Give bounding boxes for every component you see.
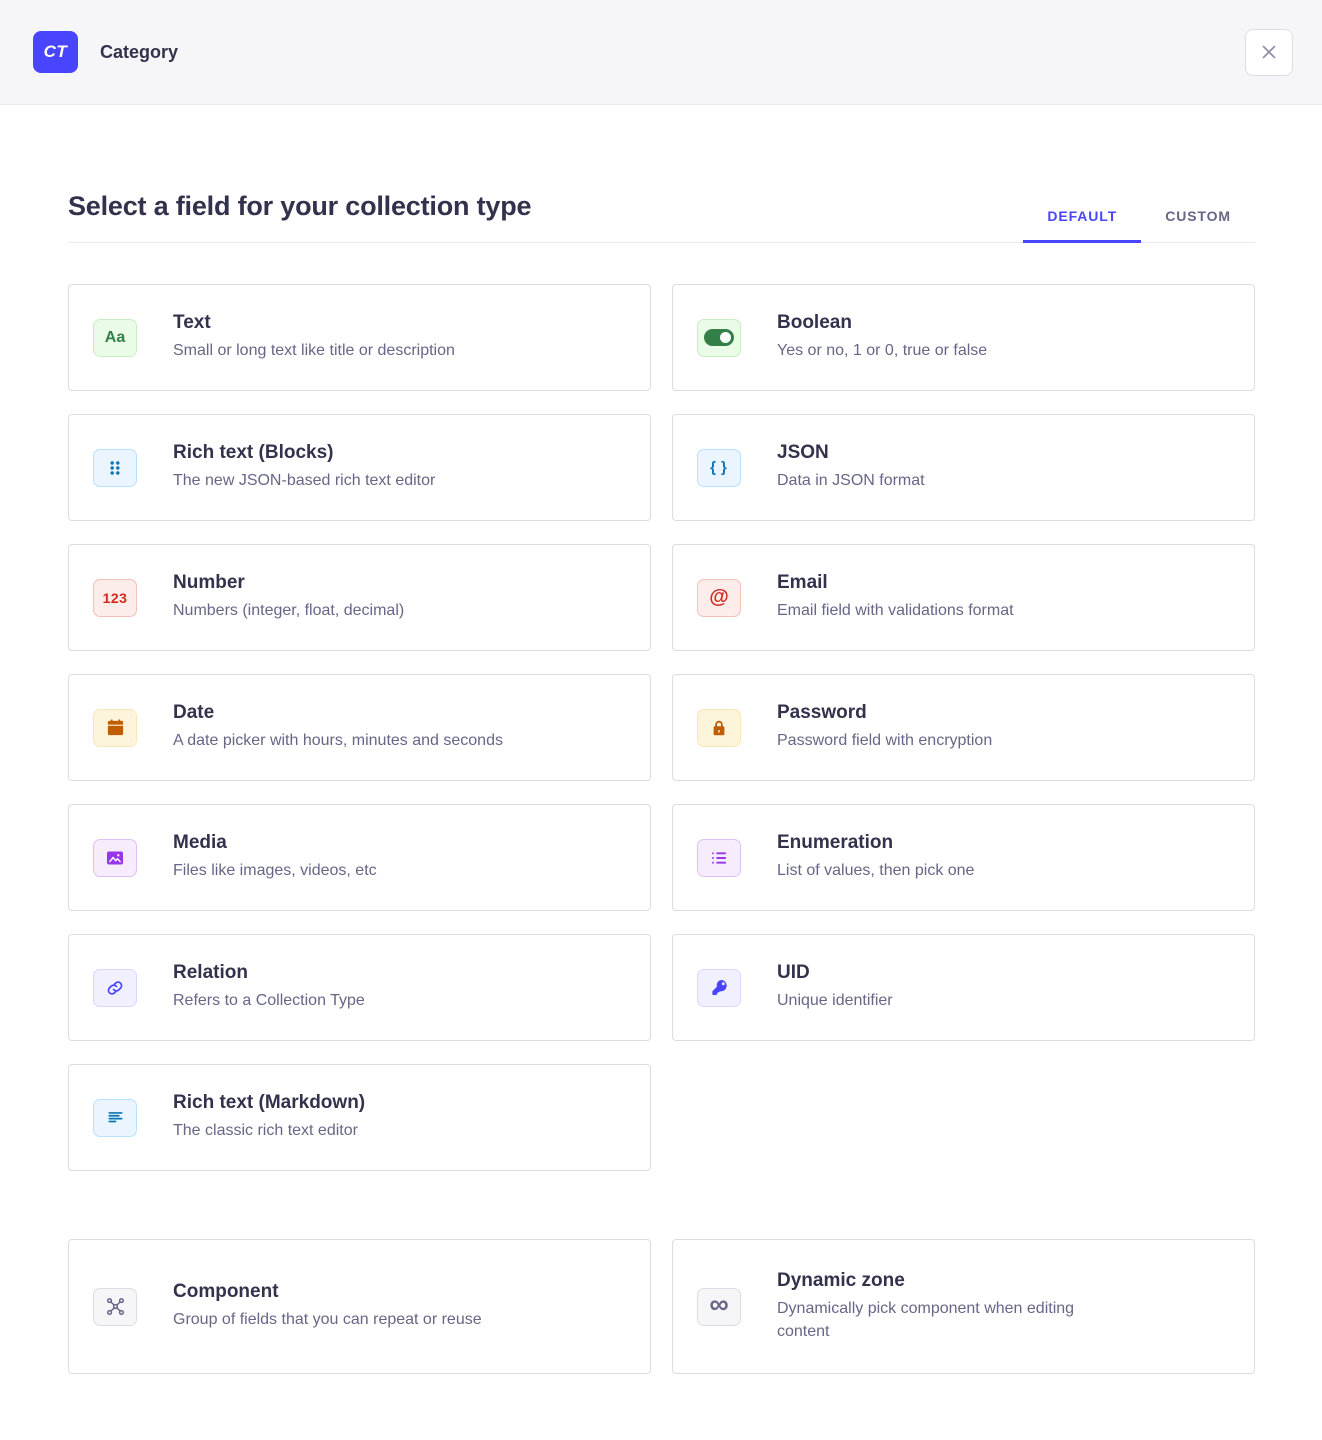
field-card-title: Text (173, 312, 211, 334)
relation-icon (93, 968, 137, 1007)
field-card-text-block: Relation Refers to a Collection Type (173, 962, 365, 1012)
close-icon (1259, 42, 1279, 62)
media-icon (93, 838, 137, 877)
field-card-description: Password field with encryption (777, 732, 993, 750)
field-card-enumeration[interactable]: Enumeration List of values, then pick one (672, 804, 1255, 911)
date-icon (93, 708, 137, 747)
field-card-email[interactable]: @ Email Email field with validations forma… (672, 544, 1255, 651)
field-card-description: A date picker with hours, minutes and se… (173, 732, 503, 750)
field-card-date[interactable]: Date A date picker with hours, minutes an… (68, 674, 651, 781)
field-card-title: Date (173, 702, 215, 724)
field-card-description: List of values, then pick one (777, 862, 975, 880)
text-icon: Aa (93, 318, 137, 357)
modal-header: CT Category (0, 0, 1322, 105)
component-icon (93, 1287, 137, 1326)
uid-icon (697, 968, 741, 1007)
tab-bar: DEFAULT CUSTOM (1023, 208, 1255, 243)
field-card-title: Relation (173, 962, 248, 984)
page-title: Select a field for your collection type (68, 191, 532, 221)
field-card-title: Dynamic zone (777, 1269, 905, 1291)
field-card-text-block: Rich text (Blocks) The new JSON-based ric… (173, 442, 435, 492)
blocks-icon (93, 448, 137, 487)
markdown-icon (93, 1098, 137, 1137)
field-card-title: Number (173, 572, 245, 594)
field-card-component[interactable]: Component Group of fields that you can re… (68, 1239, 651, 1374)
field-card-uid[interactable]: UID Unique identifier (672, 934, 1255, 1041)
field-card-text-block: Email Email field with validations format (777, 572, 1014, 622)
email-icon: @ (697, 578, 741, 617)
field-card-text[interactable]: Aa Text Small or long text like title or d… (68, 284, 651, 391)
field-card-description: Email field with validations format (777, 602, 1014, 620)
field-card-text-block: Enumeration List of values, then pick one (777, 832, 974, 882)
tab-default[interactable]: DEFAULT (1023, 208, 1142, 243)
field-card-text-block: Rich text (Markdown) The classic rich tex… (173, 1092, 365, 1142)
field-card-description: Unique identifier (777, 992, 893, 1010)
field-card-number[interactable]: 123 Number Numbers (integer, float, decima… (68, 544, 651, 651)
field-card-title: JSON (777, 442, 829, 464)
field-card-description: Small or long text like title or descrip… (173, 342, 455, 360)
field-card-boolean[interactable]: Boolean Yes or no, 1 or 0, true or false (672, 284, 1255, 391)
field-card-description: The new JSON-based rich text editor (173, 472, 436, 490)
field-card-title: Component (173, 1281, 279, 1303)
field-card-text-block: Dynamic zone Dynamically pick component w… (777, 1270, 1112, 1343)
field-card-title: Enumeration (777, 832, 894, 854)
field-card-text-block: Number Numbers (integer, float, decimal) (173, 572, 404, 622)
password-icon (697, 708, 741, 747)
field-card-password[interactable]: Password Password field with encryption (672, 674, 1255, 781)
field-card-title: Password (777, 702, 867, 724)
field-card-description: Group of fields that you can repeat or r… (173, 1311, 482, 1329)
field-card-media[interactable]: Media Files like images, videos, etc (68, 804, 651, 911)
advanced-fields-grid: Component Group of fields that you can re… (68, 1239, 1255, 1374)
tab-custom[interactable]: CUSTOM (1141, 208, 1255, 242)
default-fields-grid: Aa Text Small or long text like title or d… (68, 284, 1255, 1171)
content-type-title: Category (100, 41, 179, 62)
boolean-icon (697, 318, 741, 357)
field-card-description: Yes or no, 1 or 0, true or false (777, 342, 988, 360)
close-button[interactable] (1245, 28, 1293, 76)
field-card-text-block: UID Unique identifier (777, 962, 893, 1012)
field-card-description: Data in JSON format (777, 472, 925, 490)
title-row: Select a field for your collection type … (68, 191, 1255, 243)
field-card-text-block: Date A date picker with hours, minutes an… (173, 702, 503, 752)
field-card-dynamic-zone[interactable]: ∞ Dynamic zone Dynamically pick component … (672, 1239, 1255, 1374)
field-card-description: The classic rich text editor (173, 1122, 358, 1140)
content-type-badge: CT (33, 31, 78, 73)
field-card-title: Rich text (Blocks) (173, 442, 334, 464)
dynamic-zone-icon: ∞ (697, 1287, 741, 1326)
field-card-text-block: JSON Data in JSON format (777, 442, 925, 492)
field-card-text-block: Component Group of fields that you can re… (173, 1281, 482, 1331)
field-card-title: Email (777, 572, 828, 594)
json-icon: { } (697, 448, 741, 487)
field-card-rich-text-markdown[interactable]: Rich text (Markdown) The classic rich tex… (68, 1064, 651, 1171)
enumeration-icon (697, 838, 741, 877)
field-card-title: Rich text (Markdown) (173, 1092, 366, 1114)
field-card-json[interactable]: { } JSON Data in JSON format (672, 414, 1255, 521)
number-icon: 123 (93, 578, 137, 617)
field-card-text-block: Password Password field with encryption (777, 702, 992, 752)
field-card-text-block: Boolean Yes or no, 1 or 0, true or false (777, 312, 987, 362)
field-card-description: Dynamically pick component when editing … (777, 1299, 1075, 1340)
field-card-description: Refers to a Collection Type (173, 992, 365, 1010)
field-card-description: Files like images, videos, etc (173, 862, 377, 880)
field-card-title: Media (173, 832, 227, 854)
field-card-rich-text-blocks[interactable]: Rich text (Blocks) The new JSON-based ric… (68, 414, 651, 521)
field-card-relation[interactable]: Relation Refers to a Collection Type (68, 934, 651, 1041)
field-card-title: UID (777, 962, 810, 984)
field-card-text-block: Text Small or long text like title or des… (173, 312, 455, 362)
field-card-text-block: Media Files like images, videos, etc (173, 832, 377, 882)
modal-content: Select a field for your collection type … (0, 191, 1322, 1436)
field-card-description: Numbers (integer, float, decimal) (173, 602, 405, 620)
field-card-title: Boolean (777, 312, 852, 334)
